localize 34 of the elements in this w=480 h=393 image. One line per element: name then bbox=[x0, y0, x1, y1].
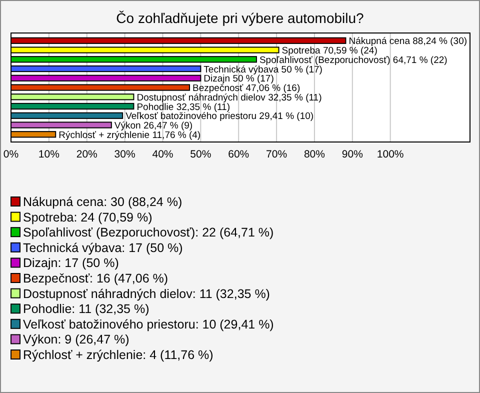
x-tick-label: 30% bbox=[114, 148, 136, 160]
x-tick-label: 0% bbox=[3, 148, 19, 160]
data-label: Dostupnosť náhradných dielov 32,35 % (11) bbox=[136, 92, 322, 104]
legend-label: Dizajn: 17 (50 %) bbox=[23, 256, 119, 270]
x-tick-label: 20% bbox=[76, 148, 98, 160]
legend-label: Dostupnosť náhradných dielov: 11 (32,35 %) bbox=[23, 286, 270, 301]
chart-title: Čo zohľadňujete pri výbere automobilu? bbox=[116, 10, 364, 26]
legend-label: Veľkosť batožinového priestoru: 10 (29,41 %) bbox=[23, 317, 274, 332]
x-tick-label: 10% bbox=[38, 148, 60, 160]
data-label: Nákupná cena 88,24 % (30) bbox=[348, 36, 468, 48]
legend-label: Spoľahlivosť (Bezporuchovosť): 22 (64,71 %) bbox=[23, 226, 274, 240]
legend-label: Rýchlosť + zrýchlenie: 4 (11,76 %) bbox=[23, 348, 214, 362]
legend-label: Pohodlie: 11 (32,35 %) bbox=[23, 302, 150, 316]
x-tick-label: 80% bbox=[304, 148, 325, 160]
x-tick-label: 90% bbox=[342, 148, 363, 160]
data-label: Dizajn 50 % (17) bbox=[204, 74, 274, 85]
data-label: Bezpečnosť 47,06 % (16) bbox=[192, 83, 300, 94]
data-label: Technická výbava 50 % (17) bbox=[204, 64, 322, 76]
x-tick-label: 50% bbox=[190, 148, 212, 160]
legend-label: Výkon: 9 (26,47 %) bbox=[23, 332, 130, 347]
legend-label: Nákupná cena: 30 (88,24 %) bbox=[23, 195, 182, 209]
data-label: Výkon 26,47 % (9) bbox=[114, 120, 193, 132]
legend-label: Bezpečnosť: 16 (47,06 %) bbox=[23, 272, 168, 286]
x-tick-label: 60% bbox=[228, 148, 250, 160]
x-tick-label: 100% bbox=[376, 148, 404, 160]
x-tick-label: 70% bbox=[266, 148, 288, 160]
data-label: Rýchlosť + zrýchlenie 11,76 % (4) bbox=[58, 130, 201, 141]
legend-label: Technická výbava: 17 (50 %) bbox=[23, 240, 183, 255]
data-label: Spotreba 70,59 % (24) bbox=[282, 46, 378, 56]
x-tick-label: 40% bbox=[152, 148, 174, 160]
data-label: Spoľahlivosť (Bezporuchovosť) 64,71 % (22) bbox=[259, 54, 448, 66]
legend-label: Spotreba: 24 (70,59 %) bbox=[23, 210, 152, 224]
data-label: Pohodlie 32,35 % (11) bbox=[136, 102, 230, 113]
data-label: Veľkosť batožinového priestoru 29,41 % (10) bbox=[126, 111, 314, 122]
